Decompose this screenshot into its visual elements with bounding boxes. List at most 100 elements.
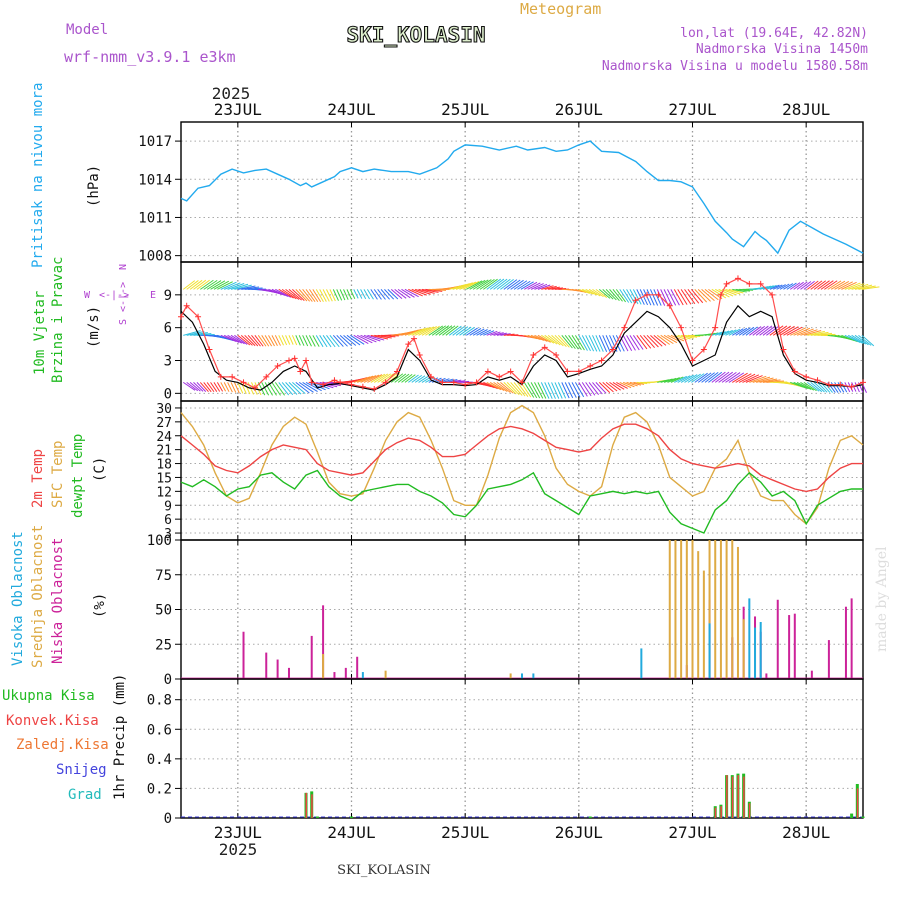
wind-direction-arrow xyxy=(619,289,630,303)
wind-direction-arrow xyxy=(615,289,626,303)
wind-direction-arrow xyxy=(199,382,209,393)
wind-direction-arrow xyxy=(448,325,462,336)
wind-direction-arrow xyxy=(493,278,508,290)
temp2m-line xyxy=(180,423,863,493)
wind-dir-e: E xyxy=(150,290,156,301)
wind-direction-arrow xyxy=(367,374,383,383)
cloud-bar-visoka xyxy=(521,673,523,679)
wind-direction-arrow xyxy=(598,335,608,352)
cloud-bar-srednja xyxy=(731,540,734,679)
wind-direction-arrow xyxy=(319,335,328,348)
cloud-bar-niska xyxy=(810,670,813,679)
pressure-axis-title: Pritisak na nivou mora xyxy=(30,83,46,268)
wind-direction-arrow xyxy=(343,289,349,300)
cloud-bar-niska xyxy=(242,631,245,679)
wind-direction-arrow xyxy=(503,382,517,395)
wind-direction-arrow xyxy=(220,334,237,343)
wind-direction-arrow xyxy=(687,289,700,304)
precip-conv-bar xyxy=(720,806,722,818)
y-tick-label: 9 xyxy=(164,499,172,514)
wind-direction-arrow xyxy=(766,380,784,383)
wind-direction-arrow xyxy=(636,335,648,350)
wind-direction-arrow xyxy=(807,280,819,290)
wind-direction-arrow xyxy=(193,382,204,392)
wind-direction-arrow xyxy=(800,329,818,336)
precip-conv-bar xyxy=(305,792,308,818)
wind-direction-arrow xyxy=(377,373,392,383)
precip-total-bar xyxy=(315,816,319,818)
wind-direction-arrow xyxy=(595,288,608,298)
wind-direction-arrow xyxy=(414,326,431,336)
wind-direction-arrow xyxy=(353,289,359,299)
wind-direction-arrow xyxy=(858,334,872,346)
precip-total-legend: Ukupna Kisa xyxy=(2,688,95,704)
wind-direction-arrow xyxy=(663,334,678,344)
y-tick-label: 12 xyxy=(156,485,172,500)
wind-direction-arrow xyxy=(360,375,377,383)
wind-direction-arrow xyxy=(558,334,570,348)
wind-direction-arrow xyxy=(186,331,205,336)
wind-direction-arrow xyxy=(779,283,790,290)
wind-direction-arrow xyxy=(595,382,607,394)
cloud-bar-niska xyxy=(356,656,359,679)
wind-dir-arrows: <-|-> xyxy=(118,282,129,312)
wind-direction-arrow xyxy=(363,374,380,383)
wind-direction-arrow xyxy=(667,289,677,306)
wind-direction-arrow xyxy=(486,381,502,391)
wind-direction-arrow xyxy=(425,288,443,292)
wind-gust-marker xyxy=(473,379,480,386)
wind-direction-arrow xyxy=(233,382,240,394)
wind-direction-arrow xyxy=(568,335,579,350)
wind-direction-arrow xyxy=(677,375,691,383)
wind-direction-arrow xyxy=(738,327,751,336)
wind-direction-arrow xyxy=(656,334,670,345)
wind-direction-arrow xyxy=(752,325,766,336)
wind-direction-arrow xyxy=(489,278,505,290)
wind-gust-marker xyxy=(564,368,571,375)
wind-direction-arrow xyxy=(390,288,403,300)
wind-direction-arrow xyxy=(612,381,625,390)
wind-direction-arrow xyxy=(544,334,558,345)
wind-direction-arrow xyxy=(295,289,308,302)
wind-direction-arrow xyxy=(575,288,587,294)
wind-direction-arrow xyxy=(285,288,300,300)
wind-direction-arrow xyxy=(493,332,504,336)
wind-direction-arrow xyxy=(230,283,249,290)
wind-direction-arrow xyxy=(632,289,642,305)
wind-direction-arrow xyxy=(404,374,416,383)
wind-direction-arrow xyxy=(216,382,224,392)
cloud-bar-srednja xyxy=(668,540,671,679)
wind-gust-marker xyxy=(530,352,537,359)
wind-direction-arrow xyxy=(523,382,535,398)
wind-direction-arrow xyxy=(598,288,611,299)
wind-direction-arrow xyxy=(264,382,273,396)
wind-direction-arrow xyxy=(356,289,363,299)
wind-direction-arrow xyxy=(428,288,446,291)
wind-direction-arrow xyxy=(435,377,446,383)
cloud-bar-srednja xyxy=(719,540,722,679)
wind-direction-arrow xyxy=(574,382,585,398)
wind-direction-arrow xyxy=(182,280,196,290)
wind-direction-arrow xyxy=(466,280,483,290)
wind-direction-arrow xyxy=(462,280,480,290)
wind-direction-arrow xyxy=(813,382,825,393)
wind-direction-arrow xyxy=(827,280,842,290)
wind-direction-arrow xyxy=(629,335,640,351)
wind-gust-marker xyxy=(632,297,639,304)
wind-direction-arrow xyxy=(537,334,551,343)
wind-direction-arrow xyxy=(373,289,382,300)
wind-gust-marker xyxy=(439,379,446,386)
wind-direction-arrow xyxy=(527,282,541,290)
wind-direction-arrow xyxy=(360,334,377,343)
wind-direction-arrow xyxy=(684,289,696,305)
precip-conv-bar xyxy=(856,788,859,818)
wind-direction-arrow xyxy=(749,375,767,383)
wind-gust-marker xyxy=(655,291,662,298)
wind-direction-arrow xyxy=(677,289,688,305)
wind-gust-marker xyxy=(587,362,594,369)
wind-direction-arrow xyxy=(415,288,431,295)
wind-direction-arrow xyxy=(673,289,684,306)
wind-direction-arrow xyxy=(295,381,310,394)
wind-direction-arrow xyxy=(619,381,632,389)
precip-conv-bar xyxy=(731,776,734,818)
